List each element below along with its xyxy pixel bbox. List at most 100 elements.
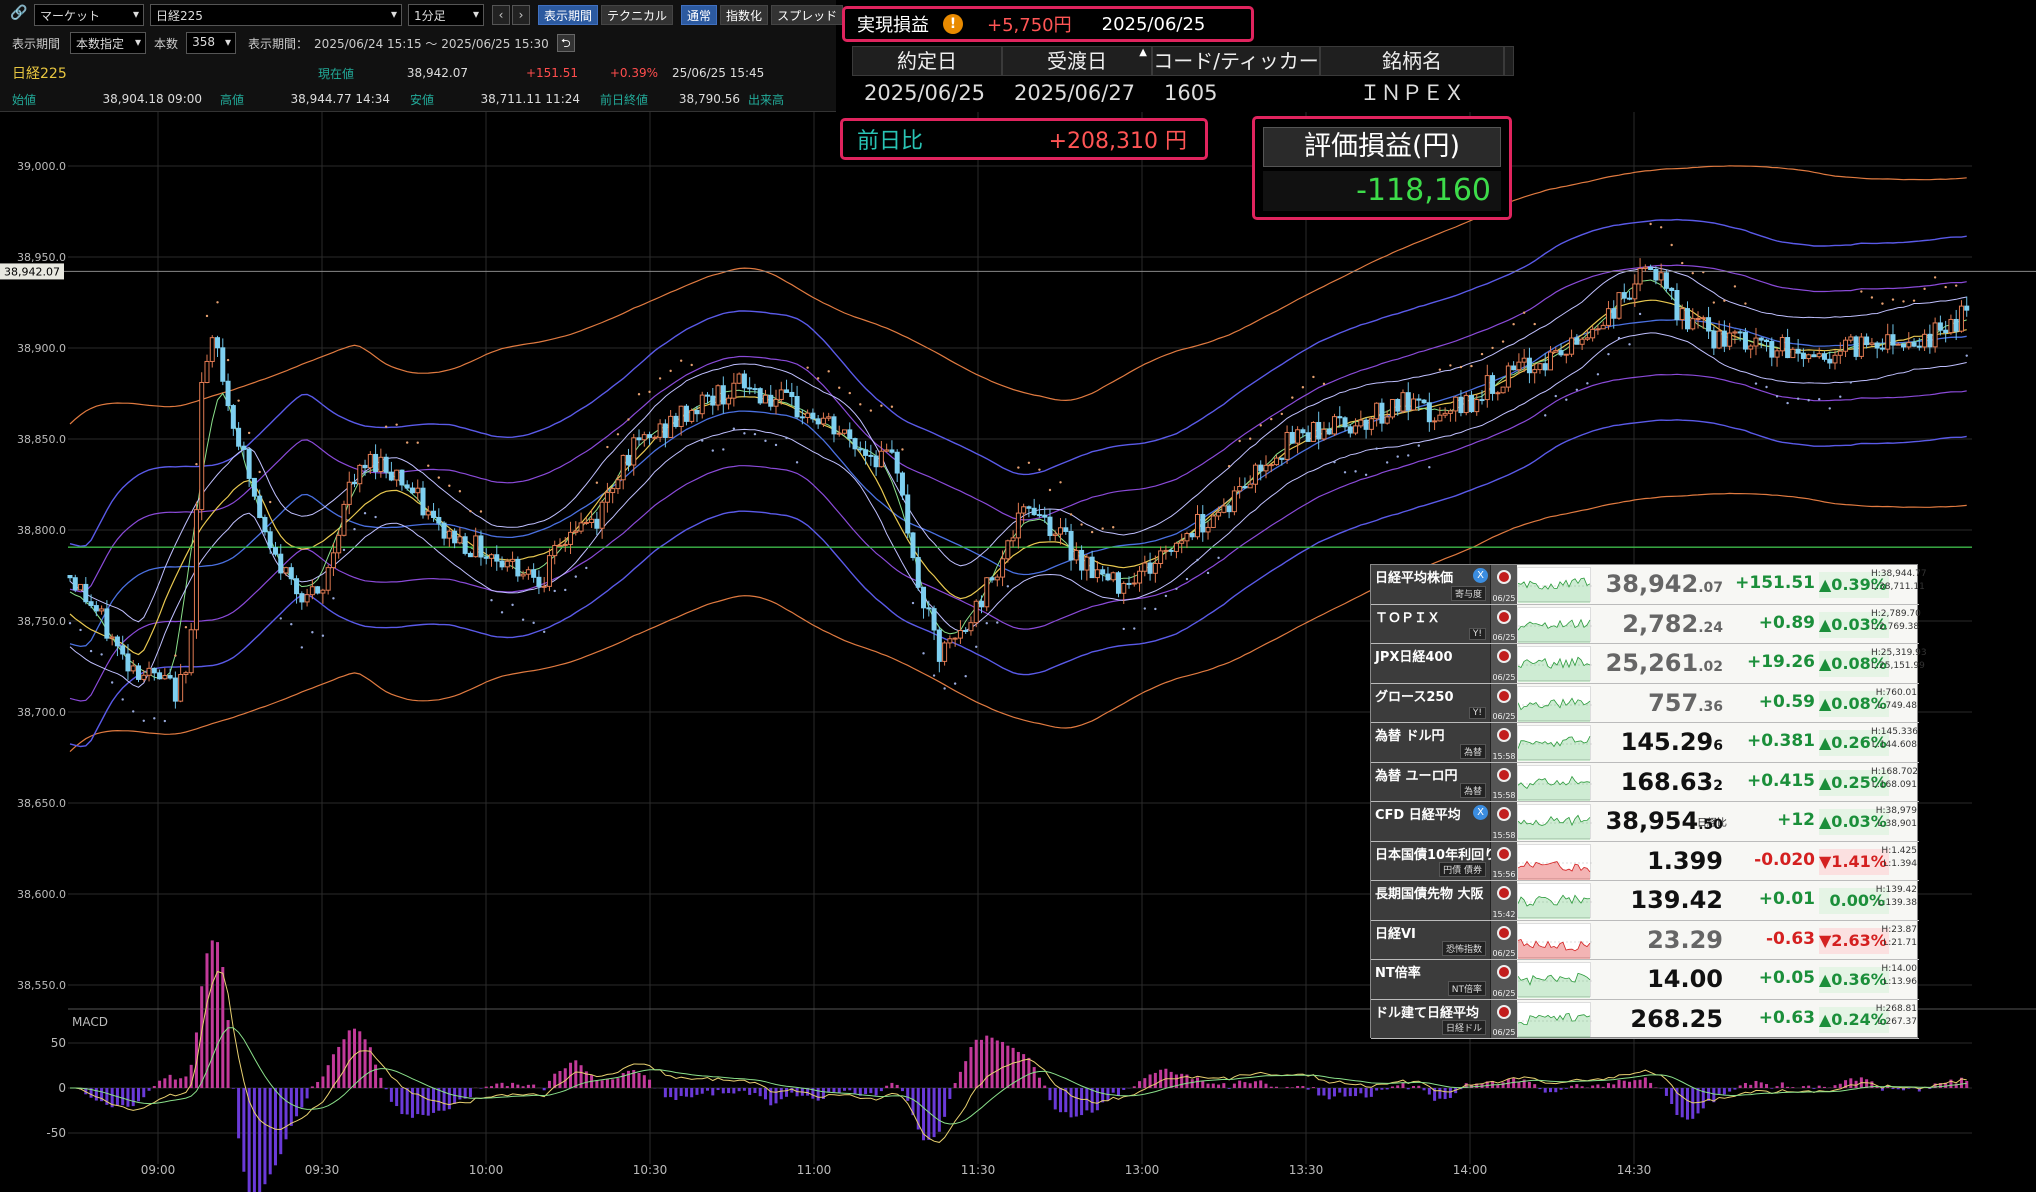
candle	[1447, 410, 1453, 414]
list-item[interactable]: 日経VI 恐怖指数 06/25 23.29 -0.63 ▼2.63% H:23.87 L:21…	[1371, 920, 1919, 960]
list-item[interactable]: グロース250 Y! 06/25 757.36 +0.59 ▲0.08% H:760.01 L…	[1371, 683, 1919, 723]
macd-bar	[1754, 1080, 1758, 1088]
macd-bar	[1116, 1088, 1120, 1096]
sparkline[interactable]	[1517, 962, 1592, 998]
market-item-price-dec: .07	[1698, 580, 1723, 596]
macd-bar	[1427, 1088, 1431, 1095]
candle	[294, 578, 300, 595]
list-item[interactable]: NT倍率 NT倍率 06/25 14.00 +0.05 ▲0.36% H:14.00 L:13…	[1371, 960, 1919, 1000]
market-item-subtag[interactable]: 為替	[1459, 743, 1486, 759]
market-item-subtag[interactable]: NT倍率	[1447, 980, 1486, 996]
market-item-subtag[interactable]: 日経ドル	[1441, 1020, 1486, 1035]
macd-bar	[1211, 1083, 1215, 1088]
macd-bar	[1733, 1088, 1737, 1090]
candle	[1384, 416, 1390, 424]
count-mode-select[interactable]: 本数指定	[70, 32, 147, 54]
link-icon[interactable]: 🔗	[10, 5, 28, 21]
list-item[interactable]: 長期国債先物 大阪 15:42 139.42 +0.01 0.00% H:139.42 L:…	[1371, 881, 1919, 921]
sparkline[interactable]	[1517, 843, 1592, 880]
sparkline[interactable]	[1517, 804, 1592, 840]
list-item[interactable]: JPX日経400 06/25 25,261.02 +19.26 ▲0.08% H:25,3…	[1371, 644, 1927, 684]
list-item[interactable]: 為替 ユーロ円 為替 15:58 168.632 +0.415 ▲0.25% H:168.7…	[1371, 762, 1919, 802]
candle	[947, 638, 953, 644]
candle	[1147, 562, 1153, 574]
index-mode-button[interactable]: 指数化	[720, 5, 769, 25]
status-dot-icon	[1497, 965, 1511, 979]
market-item-status: 06/25	[1491, 565, 1517, 604]
candle	[578, 522, 584, 532]
spread-mode-button[interactable]: スプレッド	[771, 5, 844, 25]
macd-bar	[1838, 1083, 1842, 1088]
y-tick-label: 38,600.0	[17, 888, 66, 901]
macd-bar	[1343, 1088, 1347, 1097]
candle	[1237, 485, 1243, 492]
sparkline[interactable]	[1517, 685, 1592, 722]
prev-button[interactable]: ‹	[492, 5, 510, 25]
col-header-code[interactable]: コード/ティッカー	[1152, 46, 1320, 76]
sparkline[interactable]	[1517, 883, 1592, 919]
macd-bar	[621, 1073, 625, 1088]
x-badge-icon[interactable]: X	[1473, 568, 1488, 583]
list-item[interactable]: ＴＯＰＩＸ Y! 06/25 2,782.24 +0.89 ▲0.03% H:2,789.7…	[1371, 604, 1921, 644]
reset-icon[interactable]: ⮌	[556, 34, 575, 52]
col-header-settle-date[interactable]: 受渡日 ▲	[1002, 46, 1152, 76]
display-period-button[interactable]: 表示期間	[538, 5, 599, 25]
list-item[interactable]: 日経平均株価 寄与度 X 06/25 38,942.07 +151.51 ▲0.39% H:3…	[1371, 565, 1927, 605]
market-select[interactable]: マーケット	[34, 4, 144, 26]
count-input[interactable]: 358	[186, 32, 237, 54]
col-header-name[interactable]: 銘柄名	[1320, 46, 1504, 76]
candle	[1505, 365, 1511, 388]
table-row[interactable]: 2025/06/25 2025/06/27 1605 ＩＮＰＥＸ	[852, 76, 1516, 110]
sparkline[interactable]	[1517, 764, 1592, 801]
market-item-low: L:38,711.11	[1871, 582, 1925, 592]
list-item[interactable]: CFD 日経平均 X 15:58 日経比 38,954.50 +12 ▲0.03% H:38,…	[1371, 802, 1919, 842]
symbol-select[interactable]: 日経225	[150, 4, 402, 26]
sparkline[interactable]	[1517, 1001, 1592, 1038]
price-chart[interactable]: 39,000.0 38,950.0 38,900.0 38,850.0 38,800.0…	[0, 112, 2036, 1192]
list-item[interactable]: 日本国債10年利回り 円債 債券 15:56 1.399 -0.020 ▼1.41% H:1…	[1371, 841, 1919, 881]
macd-bar	[1196, 1077, 1200, 1088]
candle	[1758, 337, 1764, 341]
macd-bar	[368, 1047, 372, 1088]
macd-bar	[242, 1088, 246, 1172]
macd-bar	[721, 1088, 725, 1094]
sparkline[interactable]	[1517, 646, 1592, 682]
technical-button[interactable]: テクニカル	[601, 5, 674, 25]
macd-bar	[337, 1046, 341, 1088]
list-item[interactable]: 為替 ドル円 為替 15:58 145.296 +0.381 ▲0.26% H:145.33…	[1371, 723, 1919, 763]
market-item-subtag[interactable]: 円債 債券	[1439, 862, 1486, 877]
macd-bar	[1670, 1088, 1674, 1105]
normal-mode-button[interactable]: 通常	[681, 5, 718, 25]
interval-select[interactable]: 1分足	[408, 4, 484, 26]
macd-bar	[1765, 1084, 1769, 1088]
sparkline[interactable]	[1517, 922, 1592, 959]
candle	[1595, 328, 1601, 331]
col-header-trade-date[interactable]: 約定日	[852, 46, 1002, 76]
next-button[interactable]: ›	[512, 5, 530, 25]
candle	[1706, 317, 1712, 332]
macd-tick-label: 50	[51, 1036, 66, 1050]
macd-bar	[1580, 1086, 1584, 1088]
market-item-subtag[interactable]: 恐怖指数	[1441, 941, 1486, 956]
market-item-subtag[interactable]: Y!	[1468, 707, 1486, 719]
sparkline[interactable]	[1517, 567, 1592, 603]
sparkline[interactable]	[1517, 606, 1592, 643]
market-item-subtag[interactable]: Y!	[1468, 628, 1486, 640]
market-item-subtag[interactable]: 為替	[1459, 783, 1486, 798]
macd-bar	[1027, 1057, 1031, 1088]
sparkline[interactable]	[1517, 725, 1592, 761]
market-item-subtag[interactable]: 寄与度	[1450, 585, 1486, 601]
candle	[868, 454, 874, 457]
exclamation-icon[interactable]: !	[943, 14, 963, 34]
market-item-low: L:168.091	[1871, 779, 1917, 790]
macd-bar	[1111, 1088, 1115, 1093]
market-item-high: H:268.81	[1875, 1003, 1917, 1014]
x-tick-label: 09:30	[305, 1163, 340, 1177]
candle	[552, 544, 558, 557]
candle	[104, 608, 110, 639]
candle	[915, 557, 921, 588]
x-badge-icon[interactable]: X	[1473, 805, 1488, 820]
list-item[interactable]: ドル建て日経平均 日経ドル 06/25 268.25 +0.63 ▲0.24% H:268.…	[1371, 999, 1919, 1039]
candle	[1684, 308, 1690, 330]
market-item-high-low: H:1.425 L:1.394	[1871, 845, 1917, 871]
